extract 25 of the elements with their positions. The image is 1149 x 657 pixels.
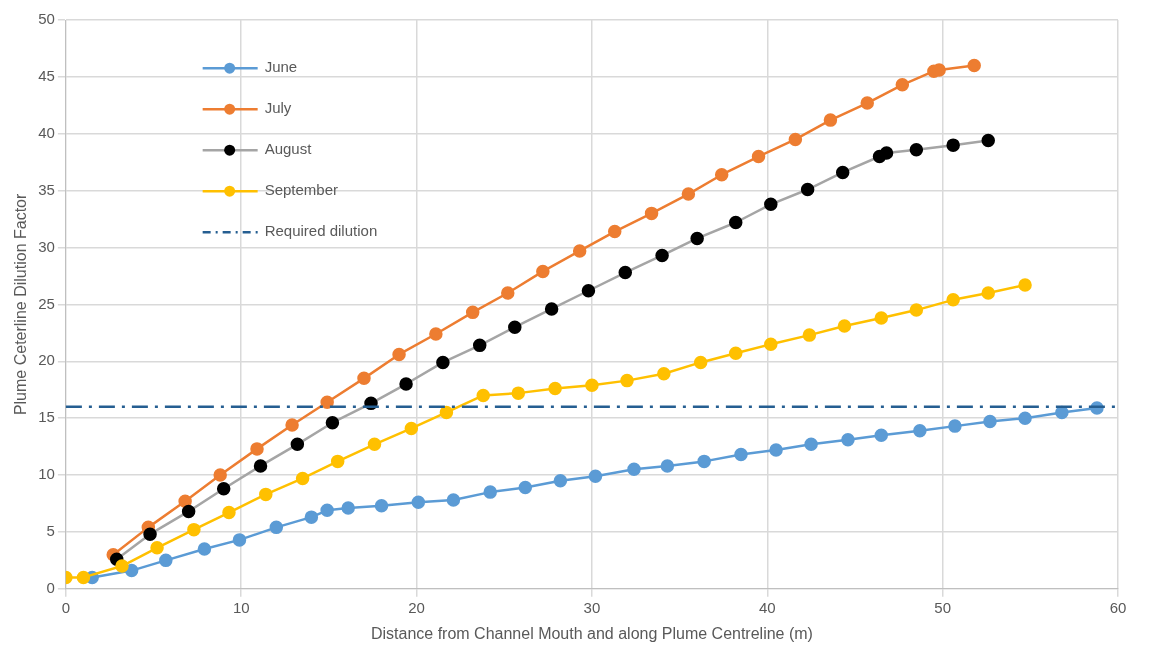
y-axis-title: Plume Ceterline Dilution Factor	[12, 193, 30, 416]
y-tick-label: 10	[38, 465, 55, 483]
legend-label: July	[264, 99, 292, 117]
legend-label: August	[264, 140, 313, 158]
x-tick-label: 60	[1109, 598, 1127, 616]
x-tick-label: 0	[61, 598, 71, 616]
y-tick-label: 40	[38, 123, 55, 141]
x-tick-label: 50	[934, 598, 951, 616]
y-tick-label: 15	[38, 408, 55, 426]
x-tick-label: 10	[232, 598, 250, 616]
y-tick-label: 50	[38, 10, 55, 28]
legend-label: June	[264, 58, 298, 76]
legend-label: September	[264, 181, 339, 199]
legend-label: Required dilution	[264, 222, 378, 240]
x-tick-label: 30	[583, 598, 601, 616]
y-tick-label: 30	[38, 237, 55, 255]
y-tick-label: 35	[38, 180, 55, 198]
y-tick-label: 20	[38, 351, 55, 369]
x-tick-label: 40	[758, 598, 776, 616]
y-tick-label: 0	[46, 578, 55, 596]
y-tick-label: 25	[38, 294, 55, 312]
y-tick-label: 5	[46, 522, 55, 540]
x-axis-title: Distance from Channel Mouth and along Plume Centreline (m)	[370, 624, 813, 642]
x-tick-label: 20	[408, 598, 425, 616]
y-tick-label: 45	[38, 67, 55, 85]
